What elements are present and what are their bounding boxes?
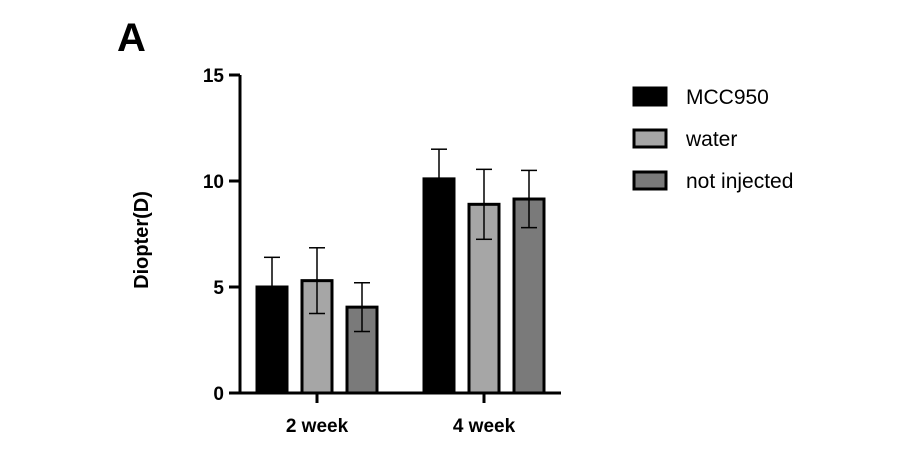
y-axis: 0 5 10 15 xyxy=(203,66,242,405)
x-category-label: 4 week xyxy=(453,416,516,437)
legend-swatch xyxy=(632,170,668,191)
bars xyxy=(255,148,546,395)
x-category-label: 2 week xyxy=(286,416,349,437)
bar xyxy=(512,197,546,395)
y-tick-label: 10 xyxy=(203,172,224,193)
y-axis-title: Diopter(D) xyxy=(131,191,153,289)
bar xyxy=(422,177,456,395)
legend-swatch xyxy=(632,128,668,149)
legend-label: not injected xyxy=(686,170,793,193)
legend: MCC950 water not injected xyxy=(632,86,793,193)
legend-label: MCC950 xyxy=(686,86,769,109)
y-tick-label: 5 xyxy=(213,278,224,299)
legend-label: water xyxy=(685,128,737,151)
legend-swatch xyxy=(632,86,668,107)
x-axis: 2 week 4 week xyxy=(238,391,561,437)
y-tick-label: 15 xyxy=(203,66,225,87)
y-tick-label: 0 xyxy=(213,384,224,405)
panel-letter: A xyxy=(117,16,146,60)
